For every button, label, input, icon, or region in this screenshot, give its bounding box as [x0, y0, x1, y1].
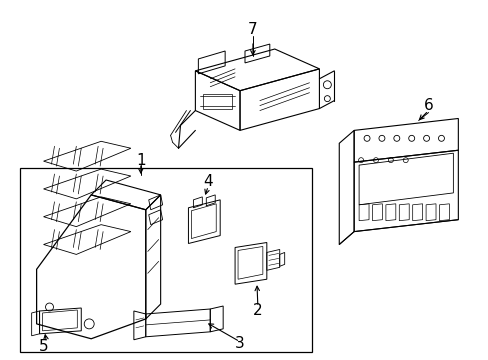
Text: 7: 7: [247, 22, 257, 37]
Text: 5: 5: [39, 339, 48, 354]
Text: 4: 4: [203, 175, 213, 189]
Text: 6: 6: [423, 98, 432, 113]
Text: 1: 1: [136, 153, 145, 168]
Text: 2: 2: [253, 303, 262, 319]
Text: 3: 3: [235, 336, 244, 351]
